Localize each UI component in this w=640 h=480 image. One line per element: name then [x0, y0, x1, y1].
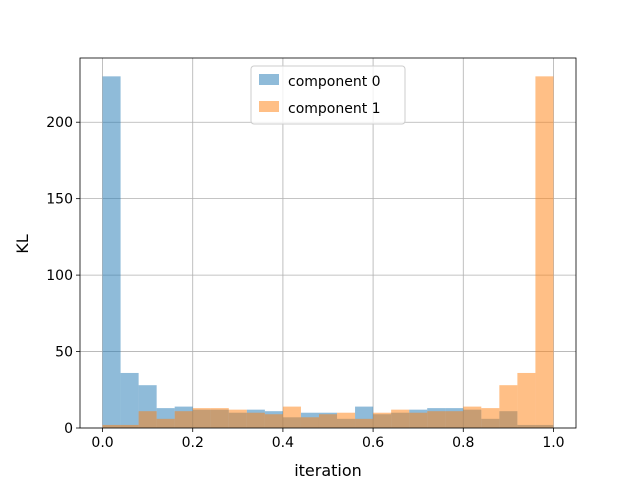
x-axis-label: iteration [294, 461, 362, 480]
y-tick-label: 200 [46, 115, 73, 131]
y-tick-label: 100 [46, 268, 73, 284]
x-tick-label: 0.2 [182, 435, 204, 451]
histogram-bar-component-1 [156, 418, 175, 428]
legend-label-component-1: component 1 [288, 101, 381, 117]
bars-layer [102, 76, 554, 428]
histogram-bar-component-1 [120, 424, 139, 428]
histogram-bar-component-1 [264, 414, 283, 428]
histogram-bar-component-1 [373, 412, 392, 428]
y-tick-label: 0 [64, 421, 73, 437]
histogram-bar-component-0 [102, 76, 121, 428]
histogram-bar-component-1 [318, 414, 338, 428]
legend-box [250, 65, 406, 125]
x-tick-label: 0.4 [272, 435, 294, 451]
histogram-bar-component-1 [210, 408, 229, 428]
ticks-layer: 0.0 0.2 0.4 0.6 0.8 1.0 0 50 100 150 200 [46, 115, 564, 451]
histogram-bar-component-1 [391, 409, 410, 428]
histogram-bar-component-1 [409, 412, 428, 428]
histogram-bar-component-1 [463, 406, 482, 428]
histogram-bar-component-1 [445, 411, 464, 428]
x-tick-label: 1.0 [542, 435, 564, 451]
histogram-bar-component-1 [192, 408, 211, 428]
y-tick-label: 150 [46, 192, 73, 208]
histogram-bar-component-1 [481, 408, 500, 428]
x-tick-label: 0.8 [452, 435, 474, 451]
histogram-bar-component-1 [499, 385, 518, 428]
plot-frame [79, 57, 577, 429]
histogram-bar-component-1 [337, 412, 356, 428]
histogram-bar-component-1 [174, 411, 193, 428]
histogram-bar-component-1 [246, 412, 265, 428]
legend-swatch-component-1 [259, 101, 279, 112]
y-tick-label: 50 [55, 345, 73, 361]
histogram-bar-component-1 [228, 409, 247, 428]
histogram-bar-component-1 [517, 372, 536, 428]
histogram-bar-component-1 [427, 411, 446, 428]
y-axis-label: KL [13, 234, 32, 253]
histogram-bar-component-1 [535, 76, 554, 428]
histogram-bar-component-1 [282, 406, 301, 428]
histogram-bar-component-1 [102, 424, 121, 428]
histogram-bar-component-1 [355, 418, 374, 428]
x-tick-label: 0.6 [362, 435, 384, 451]
x-tick-label: 0.0 [91, 435, 113, 451]
histogram-bar-component-0 [120, 372, 139, 428]
histogram-bar-component-1 [300, 417, 319, 428]
legend: component 0 component 1 [250, 65, 406, 125]
legend-label-component-0: component 0 [288, 74, 381, 90]
legend-swatch-component-0 [259, 74, 279, 85]
histogram-bar-component-1 [138, 411, 157, 428]
